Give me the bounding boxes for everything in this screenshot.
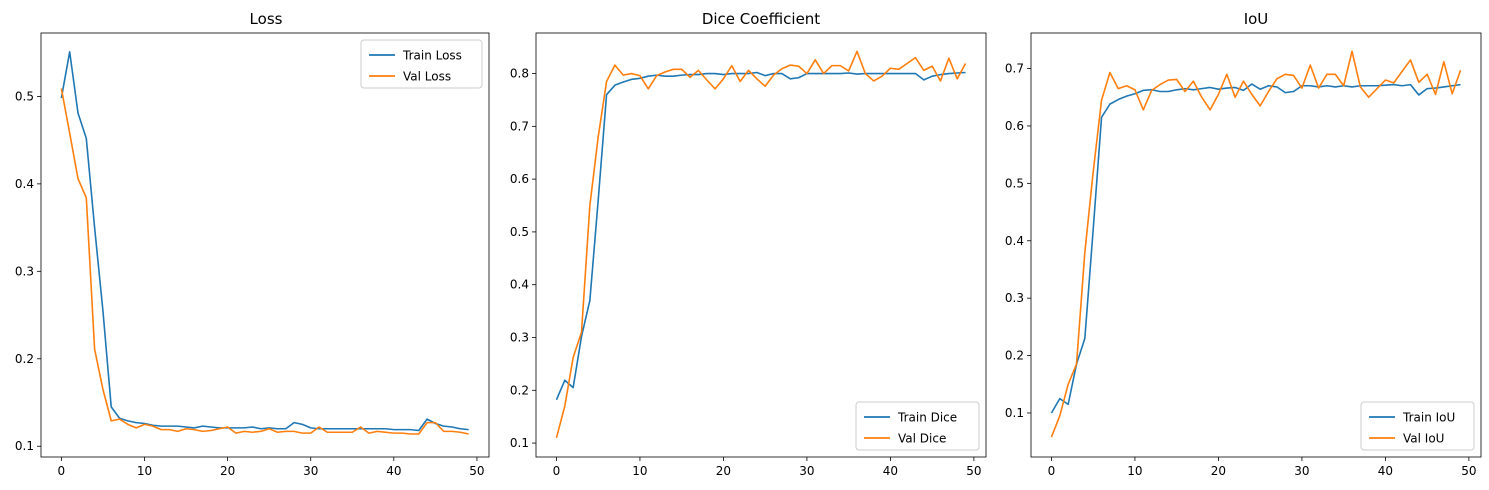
x-tick-label: 40 xyxy=(883,464,898,478)
y-tick-label: 0.7 xyxy=(1005,62,1024,76)
y-tick-label: 0.3 xyxy=(15,264,34,278)
y-tick-label: 0.3 xyxy=(1005,291,1024,305)
y-tick-label: 0.5 xyxy=(1005,176,1024,190)
x-tick-label: 0 xyxy=(1048,464,1056,478)
y-tick-label: 0.2 xyxy=(1005,349,1024,363)
series-line xyxy=(60,50,469,432)
x-tick-label: 50 xyxy=(1461,464,1476,478)
y-tick-label: 0.8 xyxy=(510,67,529,81)
legend-label: Train Loss xyxy=(402,49,462,63)
x-tick-label: 40 xyxy=(1378,464,1393,478)
legend-label: Val Dice xyxy=(898,432,946,446)
plot-frame xyxy=(535,32,987,458)
panel-dice: Dice Coefficient 0 10 20 30 40 50 0.1 0.2 0.3 0.4… xyxy=(510,10,987,478)
series-group xyxy=(1050,50,1462,438)
panel-title: Loss xyxy=(250,10,283,28)
legend: Train Dice Val Dice xyxy=(855,401,980,451)
y-axis: 0.1 0.2 0.3 0.4 0.5 xyxy=(15,89,41,453)
panel-loss: Loss 0 10 20 30 40 50 0.1 0.2 0.3 0.4 0.5 Train Los… xyxy=(15,10,490,478)
panel-iou: IoU 0 10 20 30 40 50 0.1 0.2 0.3 0.4 0.5 0.6 0.7 Trai… xyxy=(1005,10,1482,478)
y-tick-label: 0.1 xyxy=(1005,406,1024,420)
x-tick-label: 20 xyxy=(1211,464,1226,478)
panel-title: Dice Coefficient xyxy=(702,10,820,28)
series-line xyxy=(555,50,967,438)
x-tick-label: 30 xyxy=(303,464,318,478)
x-axis: 0 10 20 30 40 50 xyxy=(553,457,982,478)
x-tick-label: 30 xyxy=(799,464,814,478)
x-tick-label: 20 xyxy=(716,464,731,478)
series-line xyxy=(1050,50,1462,438)
y-tick-label: 0.1 xyxy=(510,436,529,450)
x-axis: 0 10 20 30 40 50 xyxy=(58,457,485,478)
series-line xyxy=(555,71,966,401)
plot-frame xyxy=(1030,32,1482,458)
x-tick-label: 10 xyxy=(1127,464,1142,478)
y-tick-label: 0.2 xyxy=(510,383,529,397)
y-tick-label: 0.6 xyxy=(510,172,529,186)
legend-label: Train IoU xyxy=(1402,411,1455,425)
legend: Train IoU Val IoU xyxy=(1360,401,1475,451)
y-tick-label: 0.4 xyxy=(510,278,529,292)
plot-frame xyxy=(40,32,490,458)
x-tick-label: 0 xyxy=(553,464,561,478)
series-line xyxy=(1050,83,1461,414)
x-tick-label: 50 xyxy=(966,464,981,478)
y-axis: 0.1 0.2 0.3 0.4 0.5 0.6 0.7 xyxy=(1005,62,1031,420)
y-axis: 0.1 0.2 0.3 0.4 0.5 0.6 0.7 0.8 xyxy=(510,67,536,450)
legend: Train Loss Val Loss xyxy=(360,39,483,89)
y-tick-label: 0.5 xyxy=(510,225,529,239)
x-tick-label: 50 xyxy=(469,464,484,478)
legend-label: Train Dice xyxy=(897,411,957,425)
y-tick-label: 0.7 xyxy=(510,119,529,133)
series-group xyxy=(60,50,469,435)
y-tick-label: 0.6 xyxy=(1005,119,1024,133)
legend-label: Val IoU xyxy=(1403,432,1444,446)
y-tick-label: 0.5 xyxy=(15,89,34,103)
x-tick-label: 30 xyxy=(1294,464,1309,478)
y-tick-label: 0.1 xyxy=(15,439,34,453)
x-tick-label: 40 xyxy=(386,464,401,478)
y-tick-label: 0.2 xyxy=(15,352,34,366)
y-tick-label: 0.3 xyxy=(510,330,529,344)
legend-label: Val Loss xyxy=(403,70,451,84)
x-tick-label: 10 xyxy=(632,464,647,478)
x-tick-label: 10 xyxy=(137,464,152,478)
y-tick-label: 0.4 xyxy=(1005,234,1024,248)
panel-title: IoU xyxy=(1244,10,1269,28)
series-group xyxy=(555,50,967,438)
x-tick-label: 20 xyxy=(220,464,235,478)
y-tick-label: 0.4 xyxy=(15,177,34,191)
series-line xyxy=(60,88,469,435)
x-axis: 0 10 20 30 40 50 xyxy=(1048,457,1477,478)
x-tick-label: 0 xyxy=(58,464,66,478)
